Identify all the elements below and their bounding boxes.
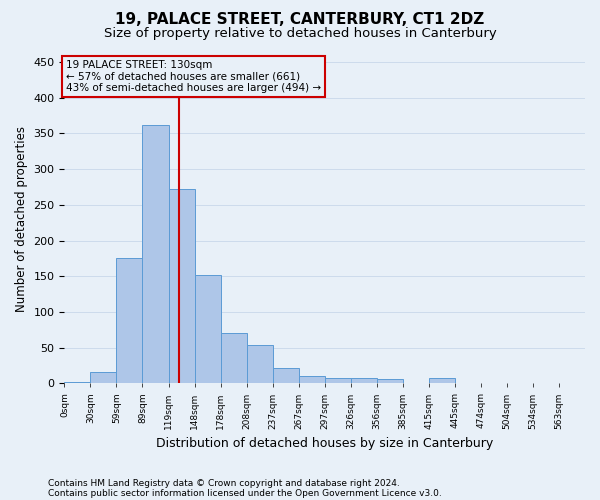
- Bar: [169, 189, 194, 384]
- Bar: [325, 378, 351, 384]
- Bar: [247, 346, 272, 384]
- Text: 19, PALACE STREET, CANTERBURY, CT1 2DZ: 19, PALACE STREET, CANTERBURY, CT1 2DZ: [115, 12, 485, 28]
- Text: 19 PALACE STREET: 130sqm
← 57% of detached houses are smaller (661)
43% of semi-: 19 PALACE STREET: 130sqm ← 57% of detach…: [66, 60, 321, 93]
- X-axis label: Distribution of detached houses by size in Canterbury: Distribution of detached houses by size …: [156, 437, 493, 450]
- Y-axis label: Number of detached properties: Number of detached properties: [15, 126, 28, 312]
- Bar: [351, 378, 377, 384]
- Bar: [221, 334, 247, 384]
- Bar: [559, 382, 585, 384]
- Text: Size of property relative to detached houses in Canterbury: Size of property relative to detached ho…: [104, 28, 496, 40]
- Bar: [299, 376, 325, 384]
- Bar: [64, 382, 91, 384]
- Text: Contains public sector information licensed under the Open Government Licence v3: Contains public sector information licen…: [48, 488, 442, 498]
- Bar: [403, 382, 429, 384]
- Bar: [507, 382, 533, 384]
- Bar: [194, 275, 221, 384]
- Bar: [272, 368, 299, 384]
- Text: Contains HM Land Registry data © Crown copyright and database right 2024.: Contains HM Land Registry data © Crown c…: [48, 478, 400, 488]
- Bar: [429, 378, 455, 384]
- Bar: [142, 125, 169, 384]
- Bar: [377, 379, 403, 384]
- Bar: [116, 258, 142, 384]
- Bar: [455, 382, 481, 384]
- Bar: [91, 372, 116, 384]
